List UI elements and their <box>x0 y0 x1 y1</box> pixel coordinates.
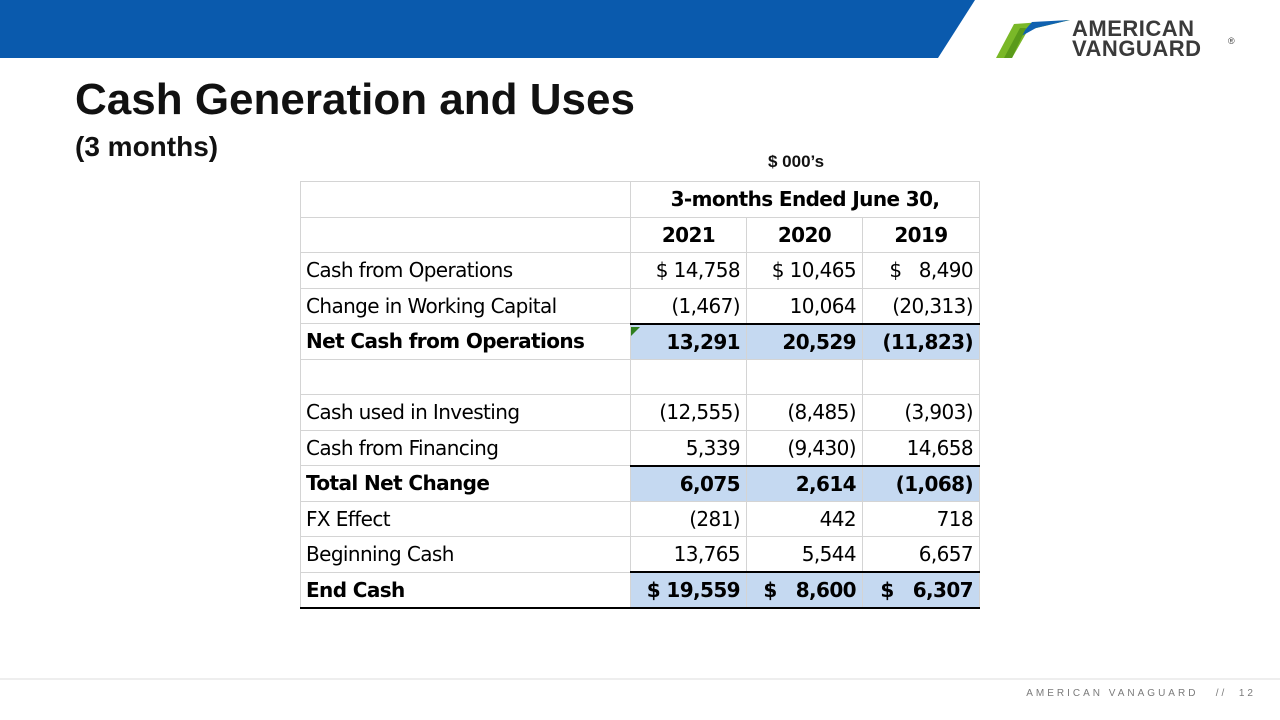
row-value: $ 8,600 <box>746 571 863 609</box>
row-value: 6,075 <box>630 464 747 502</box>
year-header: 2020 <box>746 216 863 253</box>
table-row: FX Effect (281) 442 718 <box>300 500 980 537</box>
footer-text: AMERICAN VANAGUARD // 12 <box>1026 688 1256 699</box>
row-label: Change in Working Capital <box>300 287 631 324</box>
row-label: Cash used in Investing <box>300 394 631 431</box>
cell-comment-marker <box>631 327 640 336</box>
row-value <box>746 358 863 395</box>
row-label: FX Effect <box>300 500 631 537</box>
row-value: (12,555) <box>630 394 747 431</box>
row-value: 442 <box>746 500 863 537</box>
logo-registered-mark: ® <box>1228 36 1235 46</box>
table-header-row: 3-months Ended June 30, <box>300 181 980 218</box>
row-label <box>300 358 631 395</box>
slide-title: Cash Generation and Uses <box>75 75 635 124</box>
table-row: Cash from Financing 5,339 (9,430) 14,658 <box>300 429 980 466</box>
row-value: $ 10,465 <box>746 252 863 289</box>
row-label: Cash from Operations <box>300 252 631 289</box>
row-value: (11,823) <box>862 322 980 360</box>
table-row-subtotal: Net Cash from Operations 13,291 20,529 (… <box>300 322 980 360</box>
row-value: 13,765 <box>630 536 747 573</box>
year-header: 2021 <box>630 216 747 253</box>
row-value: $ 14,758 <box>630 252 747 289</box>
row-value: (1,467) <box>630 287 747 324</box>
row-value: 2,614 <box>746 464 863 502</box>
table-row: Cash from Operations $ 14,758 $ 10,465 $… <box>300 252 980 289</box>
year-header: 2019 <box>862 216 980 253</box>
table-row: Cash used in Investing (12,555) (8,485) … <box>300 394 980 431</box>
row-label: Net Cash from Operations <box>300 323 631 360</box>
row-value: $ 19,559 <box>630 571 747 609</box>
row-value: 14,658 <box>862 429 980 466</box>
row-value: $ 6,307 <box>862 571 980 609</box>
row-value: 5,339 <box>630 429 747 466</box>
row-value: (20,313) <box>862 287 980 324</box>
table-year-row: 2021 2020 2019 <box>300 216 980 253</box>
row-value <box>862 358 980 395</box>
period-header: 3-months Ended June 30, <box>630 181 980 218</box>
row-value <box>630 358 747 395</box>
row-value: 5,544 <box>746 536 863 573</box>
row-value: 718 <box>862 500 980 537</box>
row-value: (8,485) <box>746 394 863 431</box>
logo-chevron-icon <box>996 20 1070 58</box>
row-value: (3,903) <box>862 394 980 431</box>
table-row: Beginning Cash 13,765 5,544 6,657 <box>300 536 980 573</box>
table-row-total: End Cash $ 19,559 $ 8,600 $ 6,307 <box>300 571 980 609</box>
row-value: 13,291 <box>630 322 747 360</box>
row-value: (281) <box>630 500 747 537</box>
units-label: $ 000’s <box>768 152 825 171</box>
row-value: 20,529 <box>746 322 863 360</box>
row-label: End Cash <box>300 571 631 609</box>
row-value: 6,657 <box>862 536 980 573</box>
company-logo: AMERICAN VANGUARD ® <box>992 18 1242 62</box>
row-value: (9,430) <box>746 429 863 466</box>
slide-subtitle: (3 months) <box>75 131 219 162</box>
cash-flow-table: 3-months Ended June 30, 2021 2020 2019 C… <box>300 181 980 609</box>
year-empty-cell <box>300 216 631 253</box>
row-value: 10,064 <box>746 287 863 324</box>
logo-text-american: AMERICAN <box>1072 16 1195 41</box>
table-row-subtotal: Total Net Change 6,075 2,614 (1,068) <box>300 464 980 502</box>
row-label: Cash from Financing <box>300 429 631 466</box>
table-row: Change in Working Capital (1,467) 10,064… <box>300 287 980 324</box>
footer-divider <box>0 678 1280 680</box>
logo-text-vanguard: VANGUARD <box>1072 36 1202 61</box>
row-value: $ 8,490 <box>862 252 980 289</box>
top-banner-bar <box>0 0 975 58</box>
row-label: Total Net Change <box>300 465 631 502</box>
row-value: (1,068) <box>862 464 980 502</box>
table-row-spacer <box>300 358 980 395</box>
row-label: Beginning Cash <box>300 536 631 573</box>
header-empty-cell <box>300 181 631 218</box>
